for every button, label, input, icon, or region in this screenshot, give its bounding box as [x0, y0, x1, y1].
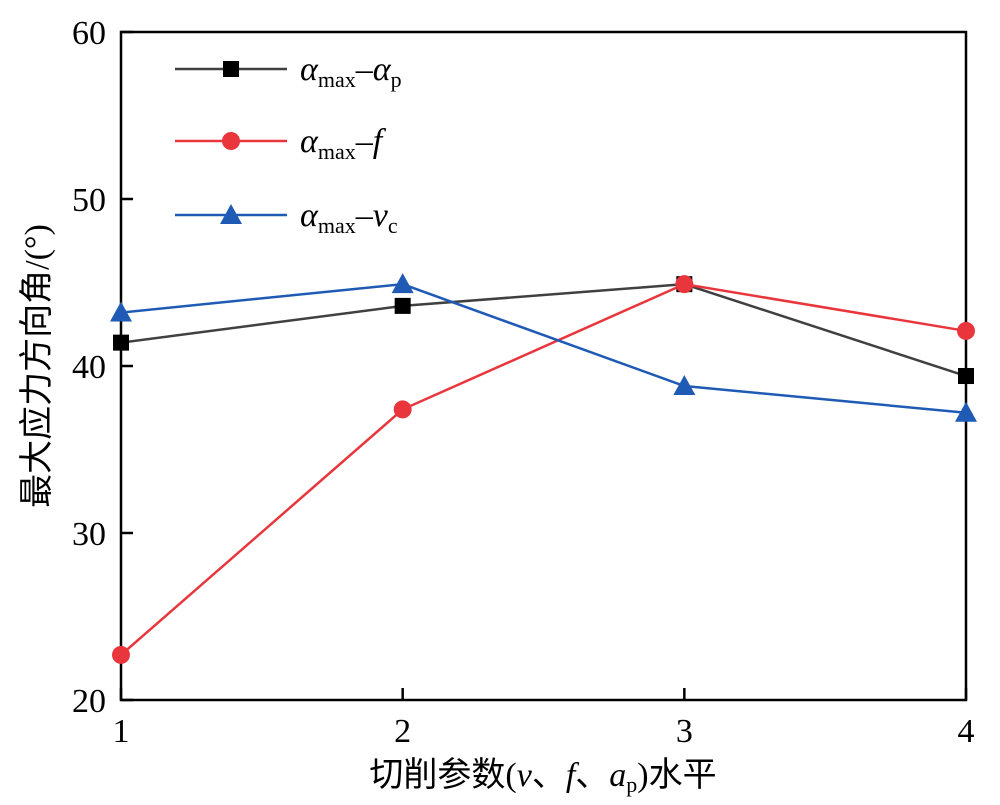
- y-tick-label: 30: [72, 516, 106, 553]
- series-1-point: [394, 297, 411, 314]
- series-3-point: [673, 375, 696, 396]
- legend-label-3: αmax–vc: [300, 197, 398, 238]
- x-tick-label: 4: [958, 713, 975, 750]
- series-3-point: [955, 401, 977, 422]
- legend-marker-2: [222, 132, 240, 150]
- series-1-point: [113, 334, 129, 351]
- series-lines: [120, 282, 967, 656]
- x-axis-title-sep2: 、: [575, 757, 609, 794]
- x-axis-title-v: v: [517, 757, 533, 794]
- x-axis-title-a-sub: p: [626, 772, 637, 797]
- legend-label-2: αmax–f: [300, 123, 387, 164]
- series-2-point: [675, 275, 694, 294]
- series-2-point: [393, 400, 412, 419]
- series-3-point: [110, 301, 132, 322]
- series-2-point: [957, 321, 975, 340]
- x-axis-title-a: a: [609, 757, 626, 794]
- series-line-2: [120, 282, 967, 656]
- series-markers: [110, 273, 977, 664]
- y-axis-title: 最大应力方向角/(°): [18, 224, 56, 508]
- y-tick-label: 20: [72, 683, 106, 720]
- legend-label-1: αmax–αp: [300, 51, 402, 92]
- x-tick-label: 3: [676, 713, 693, 750]
- legend-marker-1: [223, 61, 239, 77]
- y-tick-label: 60: [72, 15, 106, 52]
- axis-ticks: 1 2 3 4 20 30 40 50 60: [72, 15, 975, 750]
- series-line-1: [120, 282, 967, 378]
- y-tick-label: 50: [72, 182, 106, 219]
- x-tick-label: 1: [113, 713, 130, 750]
- x-axis-title-prefix: 切削参数(: [369, 756, 516, 794]
- plot-frame: [119, 30, 968, 702]
- x-tick-label: 2: [394, 713, 411, 750]
- series-line-3: [120, 282, 967, 415]
- x-axis-title-sep1: 、: [532, 757, 566, 794]
- legend: αmax–αp αmax–f αmax–vc: [175, 51, 402, 238]
- x-axis-title: 切削参数(v、f、ap)水平: [369, 756, 716, 797]
- series-1-point: [958, 368, 974, 385]
- y-tick-label: 40: [72, 349, 106, 386]
- x-axis-title-suffix: )水平: [637, 757, 716, 794]
- series-3-point: [391, 273, 414, 294]
- series-2-point: [112, 645, 130, 664]
- legend-marker-3: [220, 204, 242, 224]
